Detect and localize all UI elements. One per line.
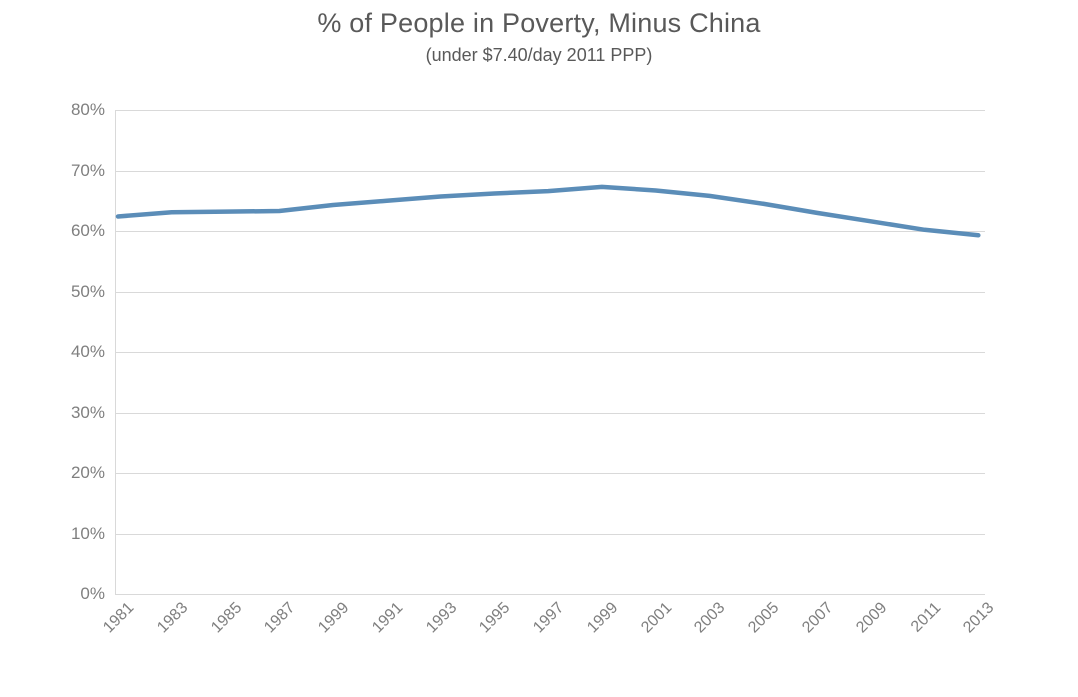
- y-axis-tick-label: 30%: [70, 402, 105, 422]
- x-axis-tick-label: 2005: [745, 599, 783, 637]
- gridline: [115, 412, 985, 414]
- gridline: [115, 291, 985, 293]
- x-axis-tick-label: 1985: [207, 599, 245, 637]
- x-axis-tick-label: 2011: [907, 599, 944, 636]
- y-axis-tick-label: 0%: [80, 584, 105, 603]
- y-axis-tick-label: 70%: [70, 160, 105, 180]
- y-axis-tick-label: 50%: [70, 281, 105, 301]
- x-axis-tick-label: 1991: [368, 599, 407, 637]
- chart-title: % of People in Poverty, Minus China: [317, 8, 761, 38]
- x-axis-tick-label: 1987: [261, 599, 299, 637]
- x-axis-tick-label: 1999: [315, 599, 353, 637]
- x-axis-tick-label: 2001: [637, 599, 676, 637]
- y-axis-tick-label: 20%: [70, 463, 105, 482]
- series-line-poverty: [115, 184, 981, 238]
- x-axis-tick-label: 2007: [799, 599, 837, 637]
- chart-subtitle: (under $7.40/day 2011 PPP): [425, 45, 653, 65]
- x-axis-tick-label: 1983: [153, 599, 192, 637]
- x-axis-tick-label: 1995: [476, 599, 514, 637]
- x-axis-tick-label: 2013: [960, 599, 998, 637]
- chart-title-block: % of People in Poverty, Minus China (und…: [0, 6, 1078, 68]
- y-axis-tick-label: 10%: [70, 523, 105, 543]
- x-axis-tick-label: 2003: [691, 599, 729, 637]
- x-axis-tick-label: 2009: [852, 599, 891, 637]
- y-axis-tick-label: 60%: [70, 221, 105, 240]
- y-axis-tick-label: 80%: [70, 100, 105, 119]
- x-axis-tick-label: 1993: [422, 599, 460, 637]
- gridline: [115, 170, 985, 172]
- gridline: [115, 110, 985, 111]
- x-axis-tick-label: 1999: [584, 599, 622, 637]
- y-axis-labels: 80% 70% 60% 50% 40% 30% 20% 10% 0%: [30, 0, 105, 697]
- series-line-chart: [115, 184, 981, 238]
- gridline: [115, 231, 985, 232]
- plot-area: [115, 110, 985, 595]
- y-axis-tick-label: 40%: [70, 342, 105, 361]
- gridline: [115, 473, 985, 474]
- gridline: [115, 533, 985, 535]
- x-axis-labels: 1981 1983 1985 1987 1999 1991 1993 1995 1997 1999…: [100, 599, 1015, 695]
- gridline: [115, 594, 985, 595]
- x-axis-tick-label: 1997: [530, 599, 568, 637]
- gridline: [115, 352, 985, 353]
